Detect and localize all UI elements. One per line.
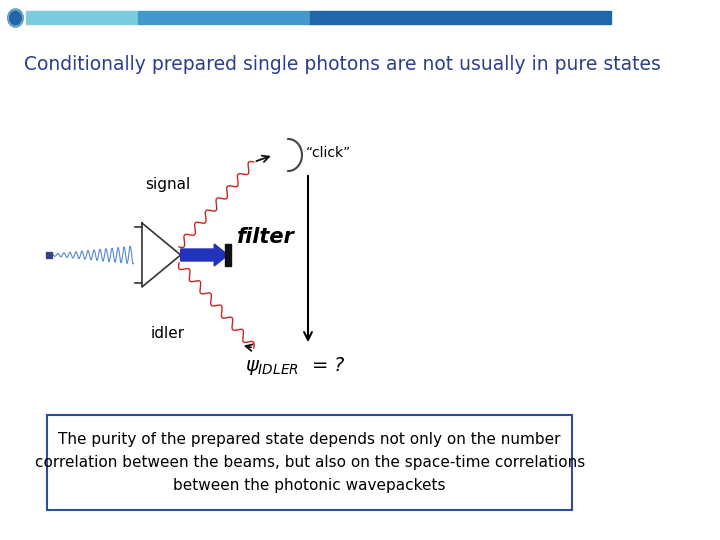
Polygon shape: [288, 139, 302, 171]
Text: filter: filter: [237, 227, 294, 247]
Text: Conditionally prepared single photons are not usually in pure states: Conditionally prepared single photons ar…: [24, 55, 661, 74]
FancyBboxPatch shape: [48, 415, 572, 510]
Circle shape: [9, 11, 22, 25]
Text: $\psi_{IDLER}$  = ?: $\psi_{IDLER}$ = ?: [246, 355, 346, 377]
Circle shape: [8, 9, 23, 27]
Text: “click”: “click”: [305, 146, 351, 160]
Bar: [310, 11, 611, 24]
Text: idler: idler: [150, 326, 185, 341]
FancyArrow shape: [181, 244, 228, 266]
Text: The purity of the prepared state depends not only on the number
correlation betw: The purity of the prepared state depends…: [35, 432, 585, 493]
Text: signal: signal: [145, 178, 190, 192]
Bar: [225, 244, 230, 266]
Bar: [26, 11, 138, 24]
Bar: [138, 11, 310, 24]
